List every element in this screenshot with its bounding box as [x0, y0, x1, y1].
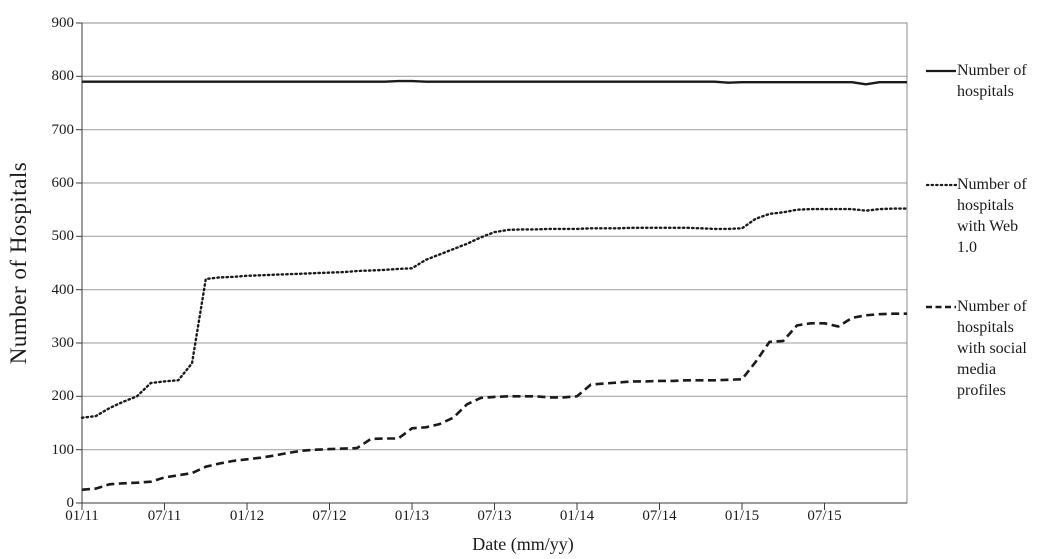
x-tick-label: 07/14: [642, 508, 677, 524]
series-line-solid: [82, 79, 907, 86]
x-tick-label: 01/14: [559, 508, 595, 524]
y-tick-labels: 0 100 200 300 400 500 600 700 800 900: [0, 0, 75, 559]
legend-item-social-media: Number of hospitals with social media pr…: [925, 296, 1051, 401]
y-tick-label: 300: [51, 335, 75, 351]
x-tick-label: 01/12: [229, 508, 265, 524]
legend-label-hospitals: Number of hospitals: [957, 62, 1027, 100]
legend-item-hospitals: Number of hospitals: [925, 60, 1051, 102]
legend-label-web10: Number of hospitals with Web 1.0: [957, 176, 1027, 256]
y-tick-label: 600: [51, 175, 75, 191]
y-tick-label: 100: [51, 441, 75, 458]
dotted-line-marker: [925, 183, 957, 187]
legend-item-web10: Number of hospitals with Web 1.0: [925, 174, 1051, 258]
x-tick-label: 07/11: [147, 508, 182, 524]
x-tick-label: 01/15: [724, 508, 760, 524]
legend-label-social-media: Number of hospitals with social media pr…: [957, 298, 1027, 399]
series-line-dashed: [81, 312, 907, 491]
y-tick-label: 400: [51, 281, 75, 298]
x-axis-title: Date (mm/yy): [472, 534, 574, 554]
x-tick-label: 07/15: [807, 508, 842, 524]
y-tick-label: 900: [51, 15, 75, 31]
x-tick-label: 07/13: [477, 508, 512, 524]
x-tick-label: 07/12: [312, 508, 347, 524]
dashed-line-marker: [926, 305, 956, 309]
y-tick-label: 700: [51, 121, 75, 138]
y-tick-label: 200: [51, 388, 75, 405]
series-line-dotted: [80, 207, 909, 419]
x-tick-label: 01/11: [65, 508, 99, 524]
y-tick-label: 0: [66, 495, 75, 511]
y-tick-label: 500: [51, 228, 75, 245]
y-tick-label: 800: [51, 68, 75, 85]
x-tick-label: 01/13: [394, 508, 430, 524]
solid-line-marker: [926, 69, 956, 73]
